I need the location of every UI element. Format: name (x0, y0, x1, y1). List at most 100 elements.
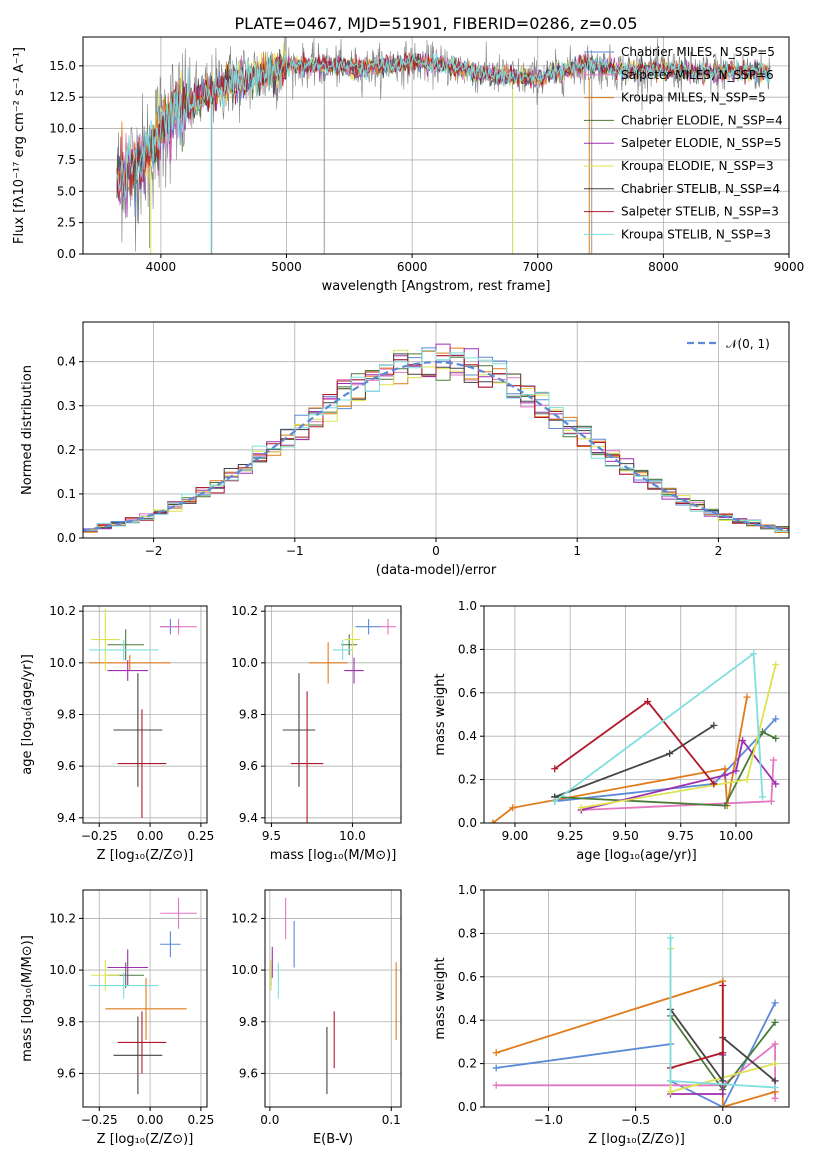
errorbar-point (113, 673, 163, 787)
legend-entry: Kroupa STELIB, N_SSP=3 (621, 227, 771, 241)
x-axis-label: Z [log₁₀(Z/Z⊙)] (588, 1132, 685, 1147)
y-tick-label: 9.4 (57, 811, 76, 825)
errorbar-point (107, 660, 149, 681)
histogram-step (83, 355, 789, 532)
y-tick-label: 0.4 (458, 729, 477, 743)
y-tick-label: 0.8 (458, 926, 477, 940)
weight-line (554, 730, 777, 807)
x-tick-label: 9.5 (262, 829, 281, 843)
weight-marker (719, 1103, 727, 1107)
plot-area-mass-vs-EBV (265, 890, 401, 1107)
y-tick-label: 0.3 (57, 399, 76, 413)
x-axis-label: Z [log₁₀(Z/Z⊙)] (97, 1132, 194, 1147)
weight-marker (771, 1083, 779, 1091)
weight-marker (644, 697, 652, 705)
y-tick-label: 10.2 (49, 604, 76, 618)
weight-marker (770, 756, 778, 764)
legend-entry: Salpeter ELODIE, N_SSP=5 (621, 136, 782, 150)
weight-marker (732, 767, 740, 775)
x-tick-label: 6000 (397, 260, 428, 274)
x-tick-label: 9.00 (502, 829, 529, 843)
y-tick-label: 7.5 (57, 153, 76, 167)
weight-marker (771, 1094, 779, 1102)
grid-weight-vs-Z (484, 890, 789, 1107)
y-tick-label: 15.0 (49, 59, 76, 73)
weight-marker (509, 804, 517, 812)
legend-entry: Chabrier STELIB, N_SSP=4 (621, 182, 780, 196)
weight-marker (551, 797, 559, 805)
y-tick-label: 0.2 (57, 443, 76, 457)
weight-marker (743, 776, 751, 784)
axes-frame (264, 889, 402, 1108)
plot-area-spectrum (83, 37, 789, 254)
y-tick-label: 0.6 (458, 686, 477, 700)
weight-marker (719, 1049, 727, 1057)
x-axis-label: Z [log₁₀(Z/Z⊙)] (97, 848, 194, 863)
errorbar-point (344, 657, 364, 684)
x-tick-label: 0.1 (382, 1113, 401, 1127)
x-tick-label: 4000 (146, 260, 177, 274)
errorbar-point (290, 691, 324, 823)
x-tick-label: 0.25 (188, 829, 215, 843)
y-tick-label: 0.6 (458, 970, 477, 984)
weight-marker (772, 780, 780, 788)
errorbar-point (160, 931, 181, 958)
y-tick-label: 0.0 (458, 1100, 477, 1114)
x-tick-label: −0.25 (81, 829, 118, 843)
x-tick-label: −2 (145, 544, 163, 558)
weight-marker (577, 804, 585, 812)
weight-marker (666, 934, 674, 942)
plot-area-weight-vs-Z (484, 890, 789, 1107)
weight-marker (772, 734, 780, 742)
weight-marker (767, 797, 775, 805)
plot-area-age-vs-Z (83, 606, 207, 823)
y-tick-label: 9.6 (239, 759, 258, 773)
y-tick-label: 0.0 (57, 247, 76, 261)
weight-marker (492, 1064, 500, 1072)
x-axis-label: wavelength [Angstrom, rest frame] (322, 279, 551, 294)
legend-entry: Kroupa ELODIE, N_SSP=3 (621, 159, 774, 173)
grid-age-vs-Z (83, 606, 207, 823)
y-tick-label: 0.0 (458, 816, 477, 830)
axes-frame (483, 605, 790, 824)
x-tick-label: −1 (286, 544, 304, 558)
weight-marker (551, 765, 559, 773)
x-axis-label: (data-model)/error (376, 563, 497, 578)
y-tick-label: 10.2 (231, 604, 258, 618)
y-tick-label: 2.5 (57, 216, 76, 230)
weight-marker (743, 693, 751, 701)
y-tick-label: 9.4 (239, 811, 258, 825)
weight-marker (719, 1090, 727, 1098)
errorbar-point (160, 618, 197, 635)
histogram-step (83, 349, 789, 532)
y-tick-label: 10.0 (49, 963, 76, 977)
y-axis-label: mass weight (433, 673, 448, 755)
weight-marker (772, 661, 780, 669)
y-axis-label: mass weight (433, 957, 448, 1039)
y-tick-label: 0.2 (458, 1057, 477, 1071)
x-tick-label: 9000 (774, 260, 805, 274)
weight-marker (721, 771, 729, 779)
x-tick-label: −1.0 (534, 1113, 563, 1127)
chart-title: PLATE=0467, MJD=51901, FIBERID=0286, z=0… (234, 14, 637, 33)
weight-marker (666, 750, 674, 758)
weight-marker (739, 737, 747, 745)
y-axis-label: age [log₁₀(age/yr)] (20, 654, 35, 775)
errorbar-point (107, 629, 144, 661)
x-tick-label: 0.00 (137, 829, 164, 843)
weight-marker (772, 715, 780, 723)
errorbar-point (344, 626, 361, 653)
weight-line (669, 1008, 776, 1084)
weight-marker (492, 1081, 500, 1089)
errorbar-point (107, 949, 149, 986)
y-tick-label: 9.8 (239, 708, 258, 722)
chart-mass-vs-Z: −0.25 0.00 0.25 9.6 9.8 10.0 10.2 Z [log₁₀(Z/Z⊙… (20, 889, 214, 1147)
y-tick-label: 10.2 (231, 911, 258, 925)
x-axis-label: E(B-V) (313, 1132, 353, 1147)
legend-entry: 𝒩(0, 1) (726, 337, 770, 351)
chart-mass-vs-EBV: 0.0 0.1 9.6 9.8 10.0 10.2 E(B-V) (231, 889, 402, 1147)
weight-marker (666, 1088, 674, 1096)
errorbar-point (89, 655, 171, 671)
y-tick-label: 0.2 (458, 773, 477, 787)
